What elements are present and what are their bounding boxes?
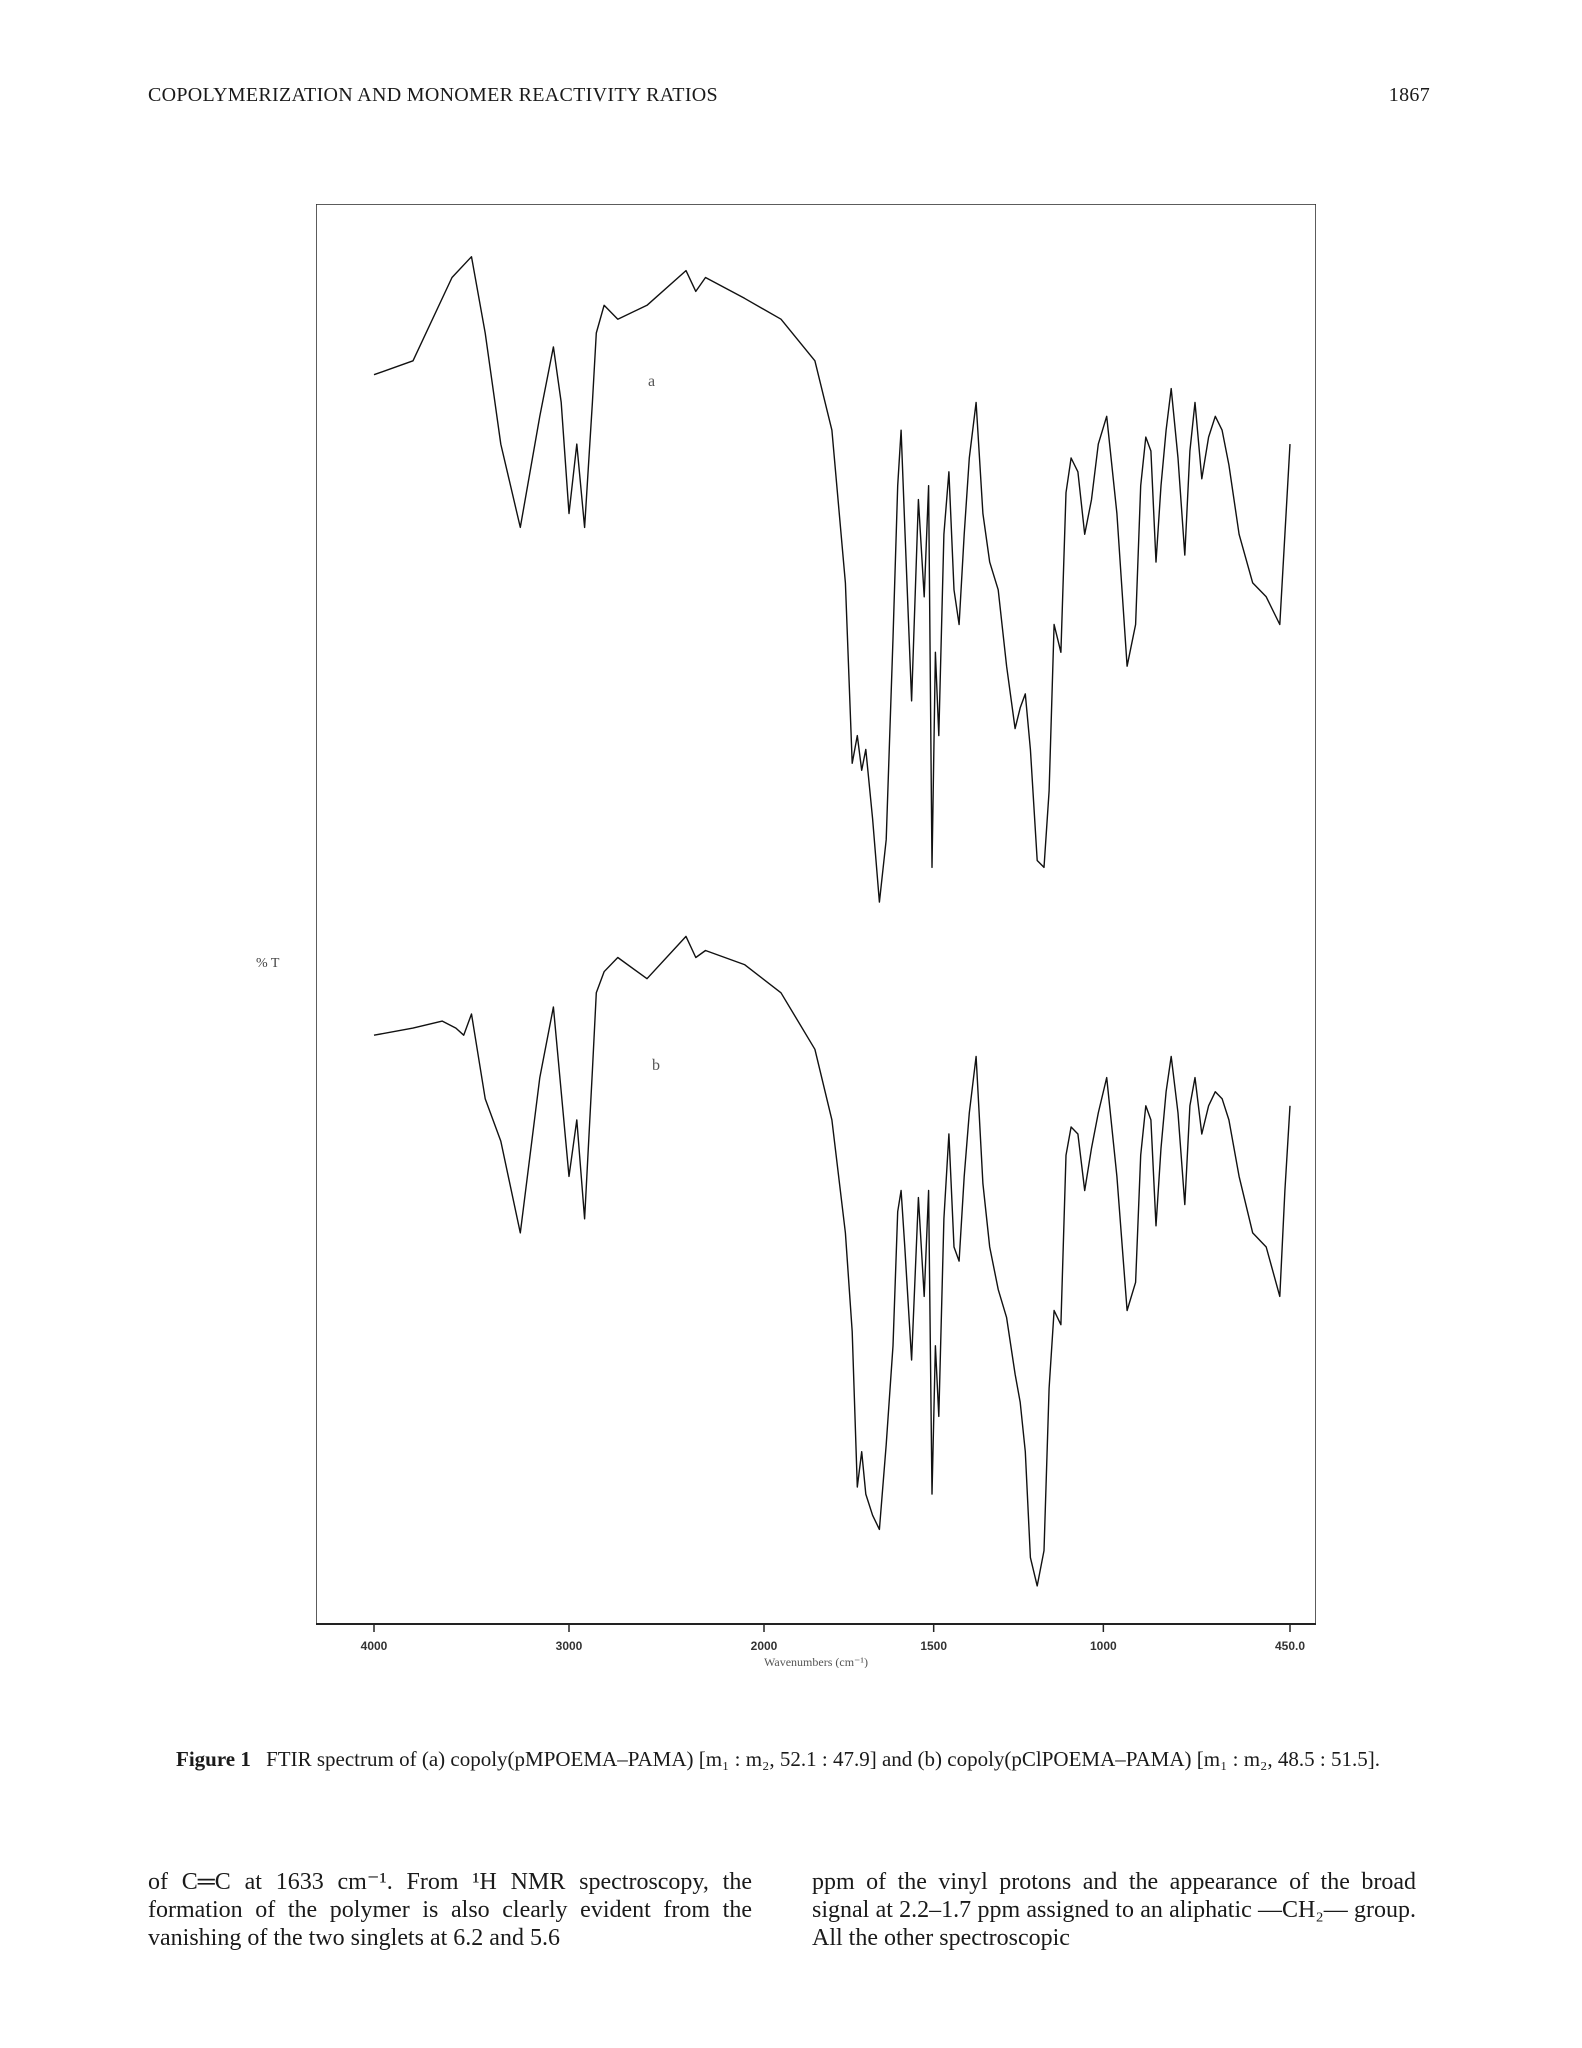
x-tick-label: 1000 bbox=[1090, 1639, 1117, 1653]
series-layer bbox=[373, 256, 1291, 1587]
page-number: 1867 bbox=[1388, 84, 1430, 106]
tick-layer: 4000 3000 2000 1500 1000 450.0 bbox=[361, 1624, 1305, 1653]
x-tick-label: 3000 bbox=[556, 1639, 583, 1653]
left-column-paragraph: of C═C at 1633 cm⁻¹. From ¹H NMR spectro… bbox=[148, 1869, 752, 1951]
x-tick-label: 4000 bbox=[361, 1639, 388, 1653]
plot-frame bbox=[316, 204, 1316, 1625]
spectrum-line-b bbox=[373, 935, 1291, 1587]
ftir-figure: 4000 3000 2000 1500 1000 450.0 a b Wavenumber… bbox=[256, 204, 1316, 1668]
y-axis-label: % T bbox=[256, 956, 280, 971]
figure-caption: Figure 1 FTIR spectrum of (a) copoly(pMP… bbox=[176, 1745, 1432, 1773]
x-axis-label: Wavenumbers (cm⁻¹) bbox=[764, 1655, 868, 1668]
x-tick-label: 2000 bbox=[751, 1639, 778, 1653]
x-tick-label: 1500 bbox=[920, 1639, 947, 1653]
running-head: COPOLYMERIZATION AND MONOMER REACTIVITY … bbox=[148, 84, 1430, 108]
left-column: of C═C at 1633 cm⁻¹. From ¹H NMR spectro… bbox=[148, 1868, 752, 1952]
running-head-title: COPOLYMERIZATION AND MONOMER REACTIVITY … bbox=[148, 84, 718, 106]
spectrum-line-a bbox=[373, 256, 1291, 903]
ftir-chart: 4000 3000 2000 1500 1000 450.0 a b Wavenumber… bbox=[316, 204, 1316, 1668]
spectrum-a-label: a bbox=[648, 373, 655, 390]
right-column: ppm of the vinyl protons and the appeara… bbox=[812, 1868, 1416, 1952]
right-column-paragraph: ppm of the vinyl protons and the appeara… bbox=[812, 1869, 1416, 1951]
figure-label: Figure 1 bbox=[176, 1747, 251, 1771]
figure-caption-text: FTIR spectrum of (a) copoly(pMPOEMA–PAMA… bbox=[266, 1747, 1380, 1771]
x-tick-label: 450.0 bbox=[1275, 1639, 1305, 1653]
spectrum-b-label: b bbox=[652, 1057, 660, 1074]
